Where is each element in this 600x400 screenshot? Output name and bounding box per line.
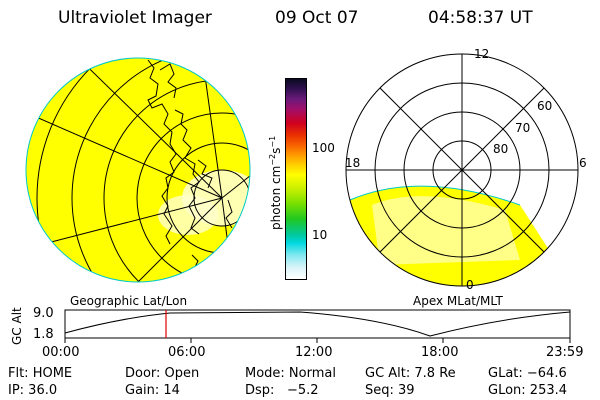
lat-label-60: 60 [537,99,553,113]
status-glat: GLat: −64.6 [488,366,567,381]
status-dsp-value: −5.2 [287,383,319,398]
status-gain: Gain: 14 [125,383,180,398]
status-door: Door: Open [125,366,200,381]
time-tick-2359: 23:59 [546,345,584,360]
time-tick-1800: 18:00 [421,345,459,360]
image-time: 04:58:37 UT [428,8,533,28]
time-tick-0600: 06:00 [168,345,206,360]
altitude-tick-9: 9.0 [33,306,54,321]
status-seq: Seq: 39 [365,383,415,398]
altitude-axis-text: GC Alt [10,307,24,345]
unit-photon-cm: photon cm [269,165,283,230]
unit-s: s [269,147,283,154]
status-glon: GLon: 253.4 [488,383,568,398]
colorbar-tick-10: 10 [312,228,328,242]
color-scale-bar [285,78,307,280]
unit-exp-1: −2 [268,153,277,166]
altitude-tick-1-8: 1.8 [33,327,54,342]
unit-exp-2: −1 [268,135,277,148]
time-tick-1200: 12:00 [295,345,333,360]
status-mode: Mode: Normal [245,366,336,381]
colorbar-tick-100: 100 [312,141,335,155]
instrument-title: Ultraviolet Imager [58,8,212,28]
mlt-label-12: 12 [474,47,490,61]
image-date: 09 Oct 07 [275,8,359,28]
status-ip: IP: 36.0 [8,383,58,398]
mlt-label-0: 0 [466,278,474,292]
status-dsp-label: Dsp: [245,383,275,398]
apex-caption: Apex MLat/MLT [413,294,503,308]
status-flight: Flt: HOME [8,366,73,381]
lat-label-80: 80 [493,142,509,156]
status-gc-alt: GC Alt: 7.8 Re [365,366,456,381]
geographic-caption: Geographic Lat/Lon [70,294,188,308]
lat-label-70: 70 [515,121,531,135]
mlt-label-18: 18 [345,156,361,170]
mlt-label-6: 6 [579,156,587,170]
time-tick-0000: 00:00 [42,345,80,360]
